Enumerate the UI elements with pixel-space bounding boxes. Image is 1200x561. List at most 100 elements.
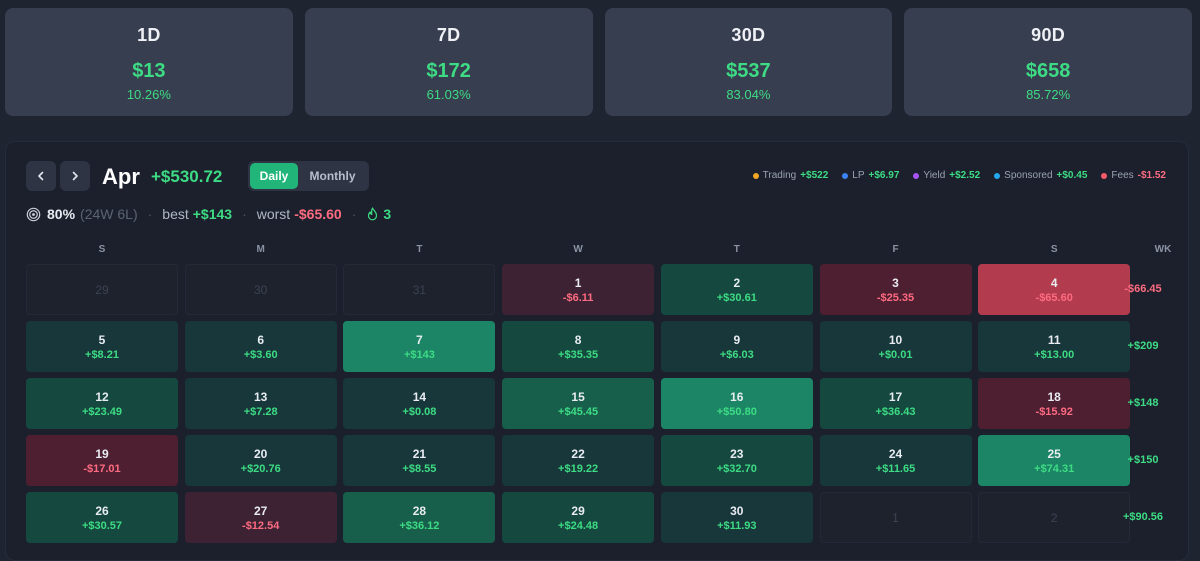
win-loss-count: (24W 6L) [80, 206, 138, 222]
separator: · [242, 206, 247, 222]
calendar-day[interactable]: 1 -$6.11 [502, 264, 655, 315]
day-pnl: +$36.43 [875, 405, 916, 418]
view-toggle: Daily Monthly [248, 161, 369, 191]
legend-label: Sponsored [1004, 170, 1053, 181]
day-number: 31 [412, 282, 427, 297]
weekday-label: T [733, 244, 740, 255]
month-summary: 80% (24W 6L) · best +$143 · worst -$65.6… [26, 206, 391, 222]
separator: · [351, 206, 357, 222]
calendar-day[interactable]: 29 +$24.48 [502, 492, 655, 543]
day-pnl: +$50.80 [716, 405, 757, 418]
calendar-day[interactable]: 7 +$143 [343, 321, 496, 372]
legend-item-fees: Fees -$1.52 [1101, 170, 1166, 181]
calendar-day[interactable]: 6 +$3.60 [184, 321, 337, 372]
stat-cards: 1D $13 10.26% 7D $172 61.03% 30D $537 83… [5, 8, 1192, 116]
week-total: -$66.45 [1124, 283, 1162, 295]
legend-dot [913, 172, 920, 179]
day-number: 27 [254, 503, 268, 518]
best-value: +$143 [192, 206, 233, 222]
month-total: +$530.72 [151, 167, 223, 186]
separator: · [147, 206, 153, 222]
streak-count: 3 [383, 206, 392, 222]
weekday-label: T [416, 244, 423, 255]
calendar-day[interactable]: 10 +$0.01 [819, 321, 972, 372]
weekday-label: F [892, 244, 899, 255]
weekday-label: W [573, 244, 583, 255]
chevron-left-icon [38, 171, 44, 181]
calendar-day[interactable]: 16 +$50.80 [660, 378, 813, 429]
calendar-day[interactable]: 14 +$0.08 [343, 378, 496, 429]
calendar-day[interactable]: 15 +$45.45 [502, 378, 655, 429]
day-pnl: +$35.35 [558, 348, 599, 361]
day-number: 15 [571, 389, 585, 404]
day-pnl: +$19.22 [558, 462, 599, 475]
day-number: 25 [1047, 446, 1061, 461]
day-pnl: +$8.21 [85, 348, 119, 361]
week-total: +$150 [1127, 454, 1159, 466]
calendar-day[interactable]: 9 +$6.03 [660, 321, 813, 372]
day-pnl: +$23.49 [81, 405, 123, 418]
day-pnl: +$13.00 [1034, 348, 1075, 361]
calendar-day[interactable]: 20 +$20.76 [184, 435, 337, 486]
calendar-day[interactable]: 18 -$15.92 [978, 378, 1131, 429]
calendar-day[interactable]: 23 +$32.70 [660, 435, 813, 486]
day-number: 1 [574, 275, 582, 290]
calendar-day[interactable]: 5 +$8.21 [26, 321, 178, 372]
prev-month-button[interactable] [26, 161, 56, 191]
calendar-day[interactable]: 28 +$36.12 [343, 492, 496, 543]
day-number: 29 [95, 282, 109, 297]
calendar-day-outside: 29 [26, 264, 178, 315]
day-number: 5 [98, 332, 106, 347]
legend-dot [752, 172, 759, 179]
calendar-day[interactable]: 13 +$7.28 [184, 378, 337, 429]
calendar-day[interactable]: 22 +$19.22 [502, 435, 655, 486]
legend-dot [842, 172, 849, 179]
day-number: 30 [254, 282, 268, 297]
day-pnl: -$17.01 [83, 462, 121, 475]
calendar-day[interactable]: 21 +$8.55 [343, 435, 496, 486]
day-number: 14 [412, 389, 427, 404]
day-pnl: -$6.11 [562, 291, 594, 304]
day-number: 18 [1047, 389, 1061, 404]
legend-value: +$0.45 [1056, 170, 1088, 181]
calendar-day[interactable]: 11 +$13.00 [978, 321, 1131, 372]
calendar-day-outside: 1 [819, 492, 972, 543]
day-pnl: +$74.31 [1034, 462, 1075, 475]
calendar-day[interactable]: 19 -$17.01 [26, 435, 178, 486]
calendar-day[interactable]: 26 +$30.57 [26, 492, 178, 543]
legend-item-sponsored: Sponsored +$0.45 [994, 170, 1087, 181]
legend-value: -$1.52 [1137, 170, 1166, 181]
stat-value: $658 [1025, 60, 1071, 82]
day-number: 28 [412, 503, 427, 518]
calendar-day[interactable]: 8 +$35.35 [502, 321, 655, 372]
legend-label: Yield [923, 170, 946, 181]
calendar-day[interactable]: 25 +$74.31 [978, 435, 1131, 486]
day-number: 11 [1047, 332, 1061, 347]
stat-label: 30D [731, 25, 766, 45]
day-number: 7 [416, 332, 423, 347]
calendar-day[interactable]: 24 +$11.65 [819, 435, 972, 486]
calendar-day[interactable]: 3 -$25.35 [819, 264, 972, 315]
calendar-day[interactable]: 2 +$30.61 [660, 264, 813, 315]
flame-icon [366, 207, 379, 221]
day-pnl: +$143 [403, 348, 435, 361]
legend-label: Trading [762, 170, 797, 181]
calendar-day[interactable]: 30 +$11.93 [660, 492, 813, 543]
stat-card-1d: 1D $13 10.26% [5, 8, 293, 116]
week-total: +$90.56 [1122, 511, 1164, 523]
calendar-day[interactable]: 17 +$36.43 [819, 378, 972, 429]
day-number: 24 [888, 446, 903, 461]
calendar-day[interactable]: 4 -$65.60 [978, 264, 1131, 315]
day-pnl: -$12.54 [242, 519, 280, 532]
monthly-toggle-button[interactable]: Monthly [309, 169, 356, 183]
stat-percent: 61.03% [426, 87, 471, 102]
calendar-day[interactable]: 27 -$12.54 [184, 492, 337, 543]
calendar-day[interactable]: 12 +$23.49 [26, 378, 178, 429]
pnl-calendar-panel: Apr +$530.72 Daily Monthly Trading +$522 L… [5, 141, 1189, 561]
daily-toggle-button[interactable]: Daily [250, 163, 298, 189]
next-month-button[interactable] [60, 161, 90, 191]
day-pnl: +$11.93 [717, 519, 757, 532]
month-title: Apr [102, 164, 140, 189]
day-number: 19 [95, 446, 109, 461]
day-pnl: +$0.08 [402, 405, 437, 418]
